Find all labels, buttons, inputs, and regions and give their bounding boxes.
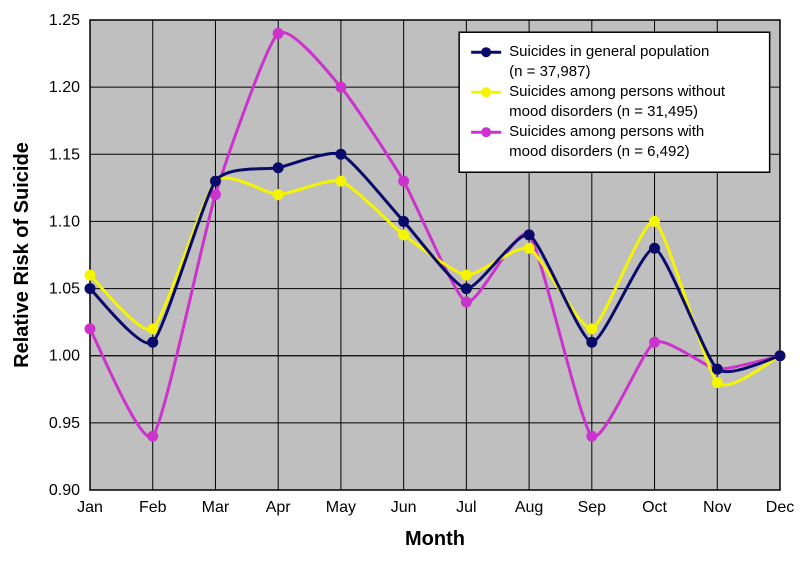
x-tick-label: Oct [642, 499, 667, 516]
x-tick-label: May [326, 499, 356, 516]
legend-label: Suicides among persons without [509, 83, 726, 100]
series-marker-general [148, 337, 158, 347]
x-tick-label: Jul [456, 499, 476, 516]
y-tick-label: 1.20 [49, 79, 80, 96]
y-axis-title: Relative Risk of Suicide [11, 142, 33, 368]
series-marker-with_mood [587, 431, 597, 441]
y-tick-label: 1.05 [49, 281, 80, 298]
y-tick-label: 0.90 [49, 482, 80, 499]
legend-label: mood disorders (n = 31,495) [509, 103, 698, 120]
series-marker-without_mood [712, 378, 722, 388]
series-marker-general [524, 230, 534, 240]
y-tick-label: 1.10 [49, 213, 80, 230]
chart-container: 0.90 0.95 1.00 1.05 1.10 1.15 1.20 1.25 Jan Feb Ma… [0, 0, 800, 578]
x-tick-label: Sep [578, 499, 607, 516]
y-tick-label: 1.25 [49, 12, 80, 29]
series-marker-general [775, 351, 785, 361]
series-marker-general [210, 176, 220, 186]
series-marker-without_mood [461, 270, 471, 280]
series-marker-without_mood [587, 324, 597, 334]
x-tick-label: Nov [703, 499, 731, 516]
series-marker-without_mood [399, 230, 409, 240]
legend: Suicides in general population (n = 37,98… [459, 32, 770, 172]
series-marker-with_mood [336, 82, 346, 92]
series-marker-with_mood [650, 337, 660, 347]
series-marker-with_mood [85, 324, 95, 334]
chart-svg: 0.90 0.95 1.00 1.05 1.10 1.15 1.20 1.25 Jan Feb Ma… [0, 0, 800, 578]
series-marker-without_mood [524, 243, 534, 253]
series-marker-general [461, 284, 471, 294]
series-marker-without_mood [273, 190, 283, 200]
series-marker-general [650, 243, 660, 253]
series-marker-general [399, 216, 409, 226]
series-marker-without_mood [336, 176, 346, 186]
series-marker-with_mood [399, 176, 409, 186]
series-marker-without_mood [85, 270, 95, 280]
x-tick-label: Apr [266, 499, 292, 516]
legend-label: Suicides in general population [509, 43, 709, 60]
series-marker-with_mood [461, 297, 471, 307]
x-tick-label: Feb [139, 499, 167, 516]
x-tick-label: Dec [766, 499, 794, 516]
x-tick-label: Aug [515, 499, 543, 516]
series-marker-with_mood [273, 28, 283, 38]
legend-label: (n = 37,987) [509, 63, 590, 80]
x-axis-title: Month [405, 528, 465, 550]
series-marker-general [273, 163, 283, 173]
series-marker-without_mood [650, 216, 660, 226]
x-tick-label: Jun [391, 499, 417, 516]
legend-label: Suicides among persons with [509, 123, 704, 140]
series-marker-general [85, 284, 95, 294]
series-marker-general [336, 149, 346, 159]
y-tick-label: 1.15 [49, 146, 80, 163]
x-tick-label: Mar [202, 499, 230, 516]
series-marker-without_mood [148, 324, 158, 334]
y-tick-label: 0.95 [49, 415, 80, 432]
series-marker-general [587, 337, 597, 347]
legend-label: mood disorders (n = 6,492) [509, 143, 690, 160]
series-marker-general [712, 364, 722, 374]
series-marker-with_mood [148, 431, 158, 441]
x-tick-label: Jan [77, 499, 103, 516]
y-tick-label: 1.00 [49, 348, 80, 365]
